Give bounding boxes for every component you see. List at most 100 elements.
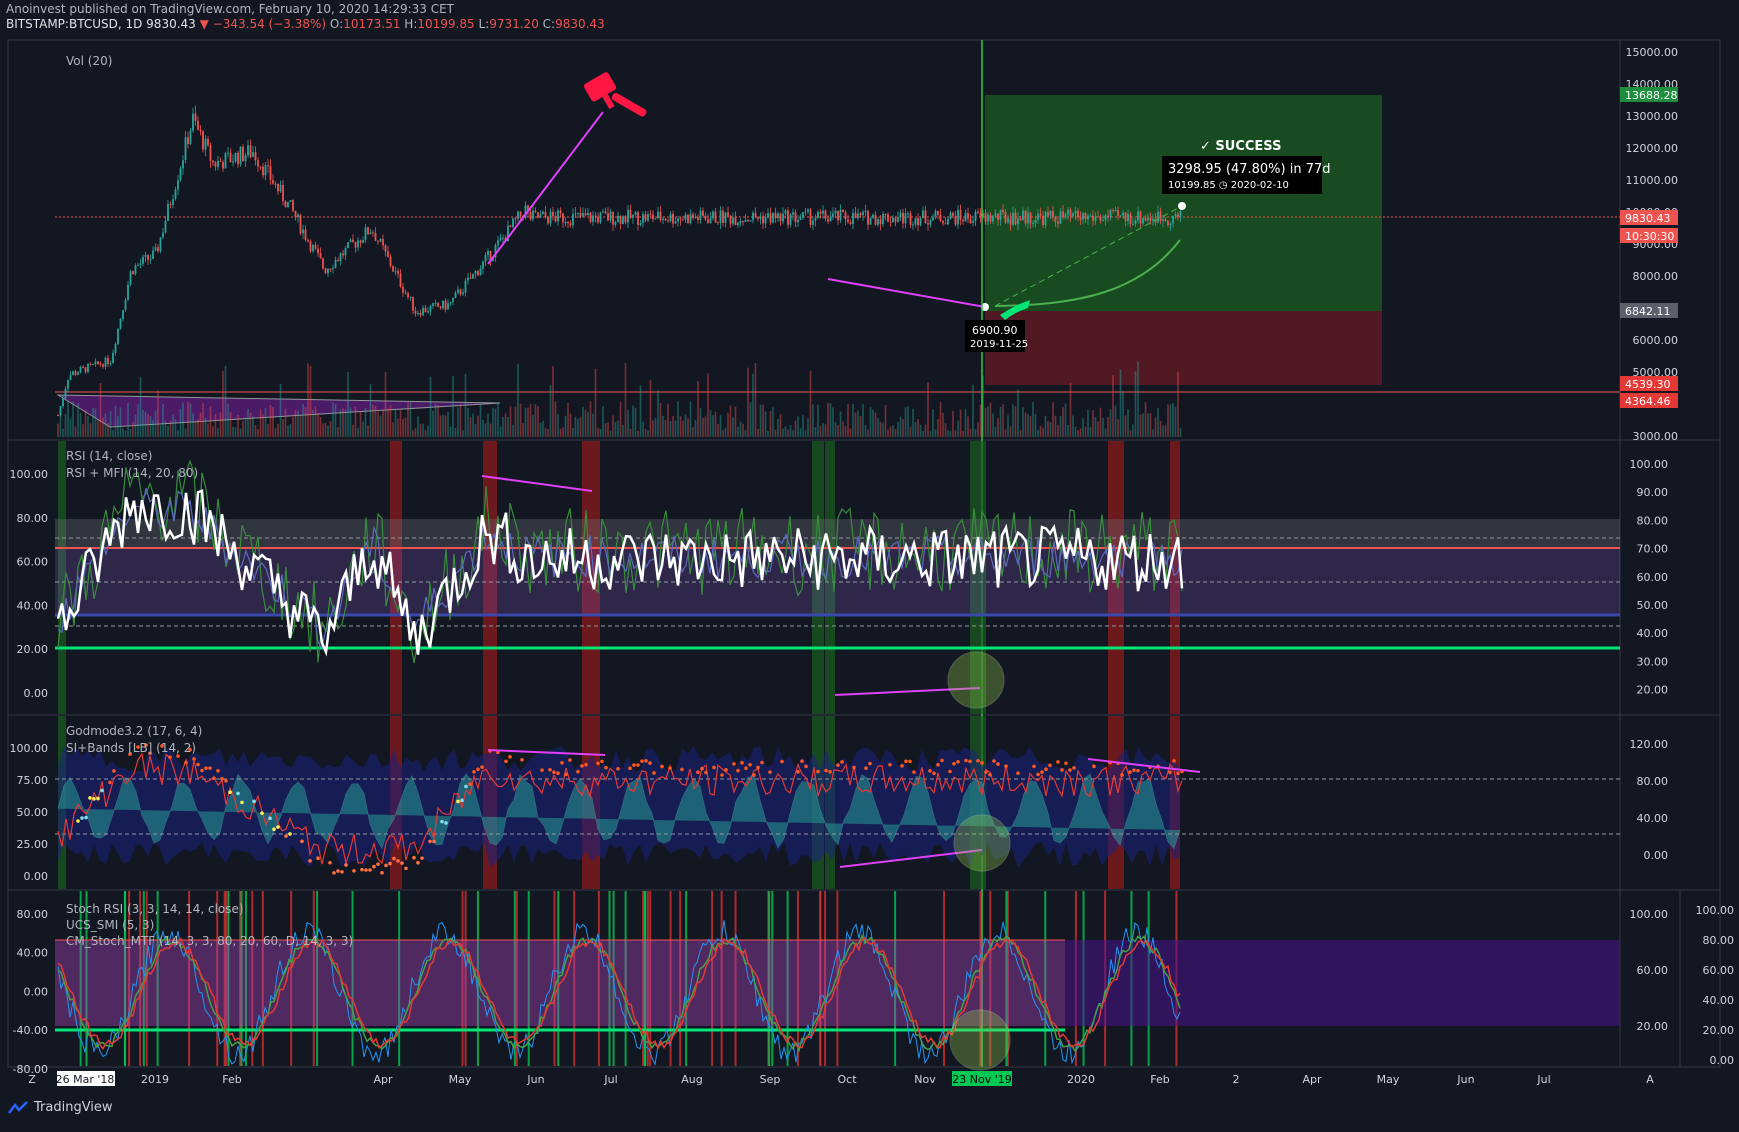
candle-body	[252, 152, 254, 157]
candle-body	[597, 216, 599, 223]
volume-bar	[1044, 415, 1047, 437]
volume-bar	[1012, 404, 1014, 437]
godmode-dot	[564, 772, 568, 777]
stoch-pane[interactable]: Stoch RSI (3, 3, 14, 14, close) UCS_SMI …	[55, 891, 1620, 1071]
godmode-dot	[724, 768, 728, 772]
candle-body	[789, 214, 792, 225]
volume-bar	[319, 416, 322, 437]
candle-body	[444, 300, 447, 310]
volume-bar	[347, 371, 349, 437]
volume-bar	[479, 404, 482, 437]
volume-bar	[219, 412, 222, 437]
candle-body	[322, 258, 324, 269]
volume-bar	[1027, 414, 1029, 437]
volume-bar	[612, 415, 614, 437]
candle-body	[959, 209, 962, 220]
volume-bar	[159, 425, 162, 437]
godmode-dot	[1132, 768, 1136, 773]
volume-bar	[1009, 426, 1012, 437]
si-bands	[58, 746, 1180, 868]
candle-body	[737, 223, 739, 226]
godmode-dot	[328, 860, 332, 865]
volume-bar	[312, 409, 314, 437]
godmode-dot	[464, 784, 468, 789]
candle-body	[912, 224, 914, 226]
volume-bar	[1114, 405, 1117, 437]
volume-bar	[229, 412, 232, 437]
candle-body	[449, 302, 452, 304]
candle-body	[984, 213, 987, 222]
volume-bar	[729, 405, 732, 437]
volume-bar	[1127, 409, 1129, 437]
candle-body	[1044, 212, 1047, 226]
volume-bar	[654, 418, 657, 437]
candle-body	[1024, 210, 1027, 224]
volume-bar	[469, 417, 472, 437]
volume-bar	[759, 404, 762, 437]
volume-bar	[549, 384, 552, 437]
volume-bar	[342, 408, 344, 437]
volume-bar	[1049, 422, 1052, 437]
candle-body	[844, 212, 847, 220]
volume-bar	[199, 412, 202, 437]
candle-body	[1014, 212, 1017, 225]
godmode-dot	[752, 773, 756, 777]
candle-body	[1029, 212, 1032, 224]
candle-body	[467, 277, 469, 281]
godmode-dot	[340, 870, 344, 874]
svg-text:9830.43: 9830.43	[1625, 212, 1671, 225]
volume-bar	[674, 420, 677, 437]
candle-body	[212, 160, 214, 163]
volume-bar	[574, 416, 577, 437]
price-pane[interactable]: 6900.90 2019-11-25 ✓ SUCCESS 3298.95 (47…	[55, 40, 1620, 1067]
candle-body	[767, 213, 769, 218]
signal-bar	[216, 891, 219, 1066]
volume-bar	[629, 428, 632, 437]
signal-bar	[223, 891, 226, 1066]
candle-body	[802, 212, 804, 218]
candle-body	[227, 152, 229, 154]
signal-bar	[824, 891, 827, 1066]
candle-body	[1054, 216, 1057, 222]
candle-body	[544, 212, 547, 218]
volume-bar	[974, 429, 977, 437]
volume-bar	[867, 429, 869, 437]
candle-body	[219, 160, 222, 162]
godmode-axis[interactable]: 100.00 75.00 50.00 25.00 0.00 120.00 80.00 40.0…	[10, 738, 1669, 883]
rsi-axis[interactable]: 100.00 80.00 60.00 40.00 20.00 0.00 100.00 90.0…	[10, 458, 1669, 700]
candle-body	[319, 253, 322, 259]
volume-bar	[257, 428, 259, 437]
volume-bar	[609, 430, 612, 437]
signal-bar	[642, 891, 645, 1066]
candle-body	[1124, 212, 1127, 221]
volume-bar	[64, 414, 67, 437]
candle-body	[364, 227, 367, 240]
godmode-pane[interactable]: Godmode3.2 (17, 6, 4) SI+Bands [LB] (14,…	[55, 716, 1620, 889]
stoch-right-tick: 60.00	[1637, 964, 1669, 977]
candle-body	[647, 214, 649, 221]
candle-body	[307, 239, 309, 242]
stoch-axis[interactable]: 80.00 40.00 0.00 -40.00 -80.00 100.00 60.00 20.…	[13, 904, 1734, 1076]
godmode-dot	[636, 763, 640, 767]
candle-body	[462, 292, 464, 295]
volume-bar	[1082, 418, 1084, 437]
candle-body	[237, 152, 239, 165]
volume-bar	[794, 420, 797, 437]
volume-bar	[442, 414, 444, 437]
godmode-dot	[416, 860, 420, 865]
volume-bar	[404, 417, 407, 437]
time-axis[interactable]: 26 Mar '18 2019 Feb Apr May Jun Jul Aug Sep Oct No…	[28, 1071, 1654, 1086]
result-line-1: 3298.95 (47.80%) in 77d	[1168, 162, 1331, 177]
candle-body	[1022, 210, 1024, 221]
rsi-pane[interactable]: RSI (14, close) RSI + MFI (14, 20, 80)	[55, 441, 1620, 714]
symbol-name[interactable]: BITSTAMP:BTCUSD, 1D	[6, 17, 143, 31]
godmode-dot	[668, 766, 672, 770]
godmode-dot	[956, 759, 960, 764]
candle-body	[869, 217, 872, 225]
candle-body	[432, 303, 434, 306]
volume-bar	[689, 401, 692, 437]
volume-bar	[834, 422, 837, 437]
footer-brand[interactable]: TradingView	[8, 1100, 113, 1115]
godmode-dot	[696, 770, 700, 774]
